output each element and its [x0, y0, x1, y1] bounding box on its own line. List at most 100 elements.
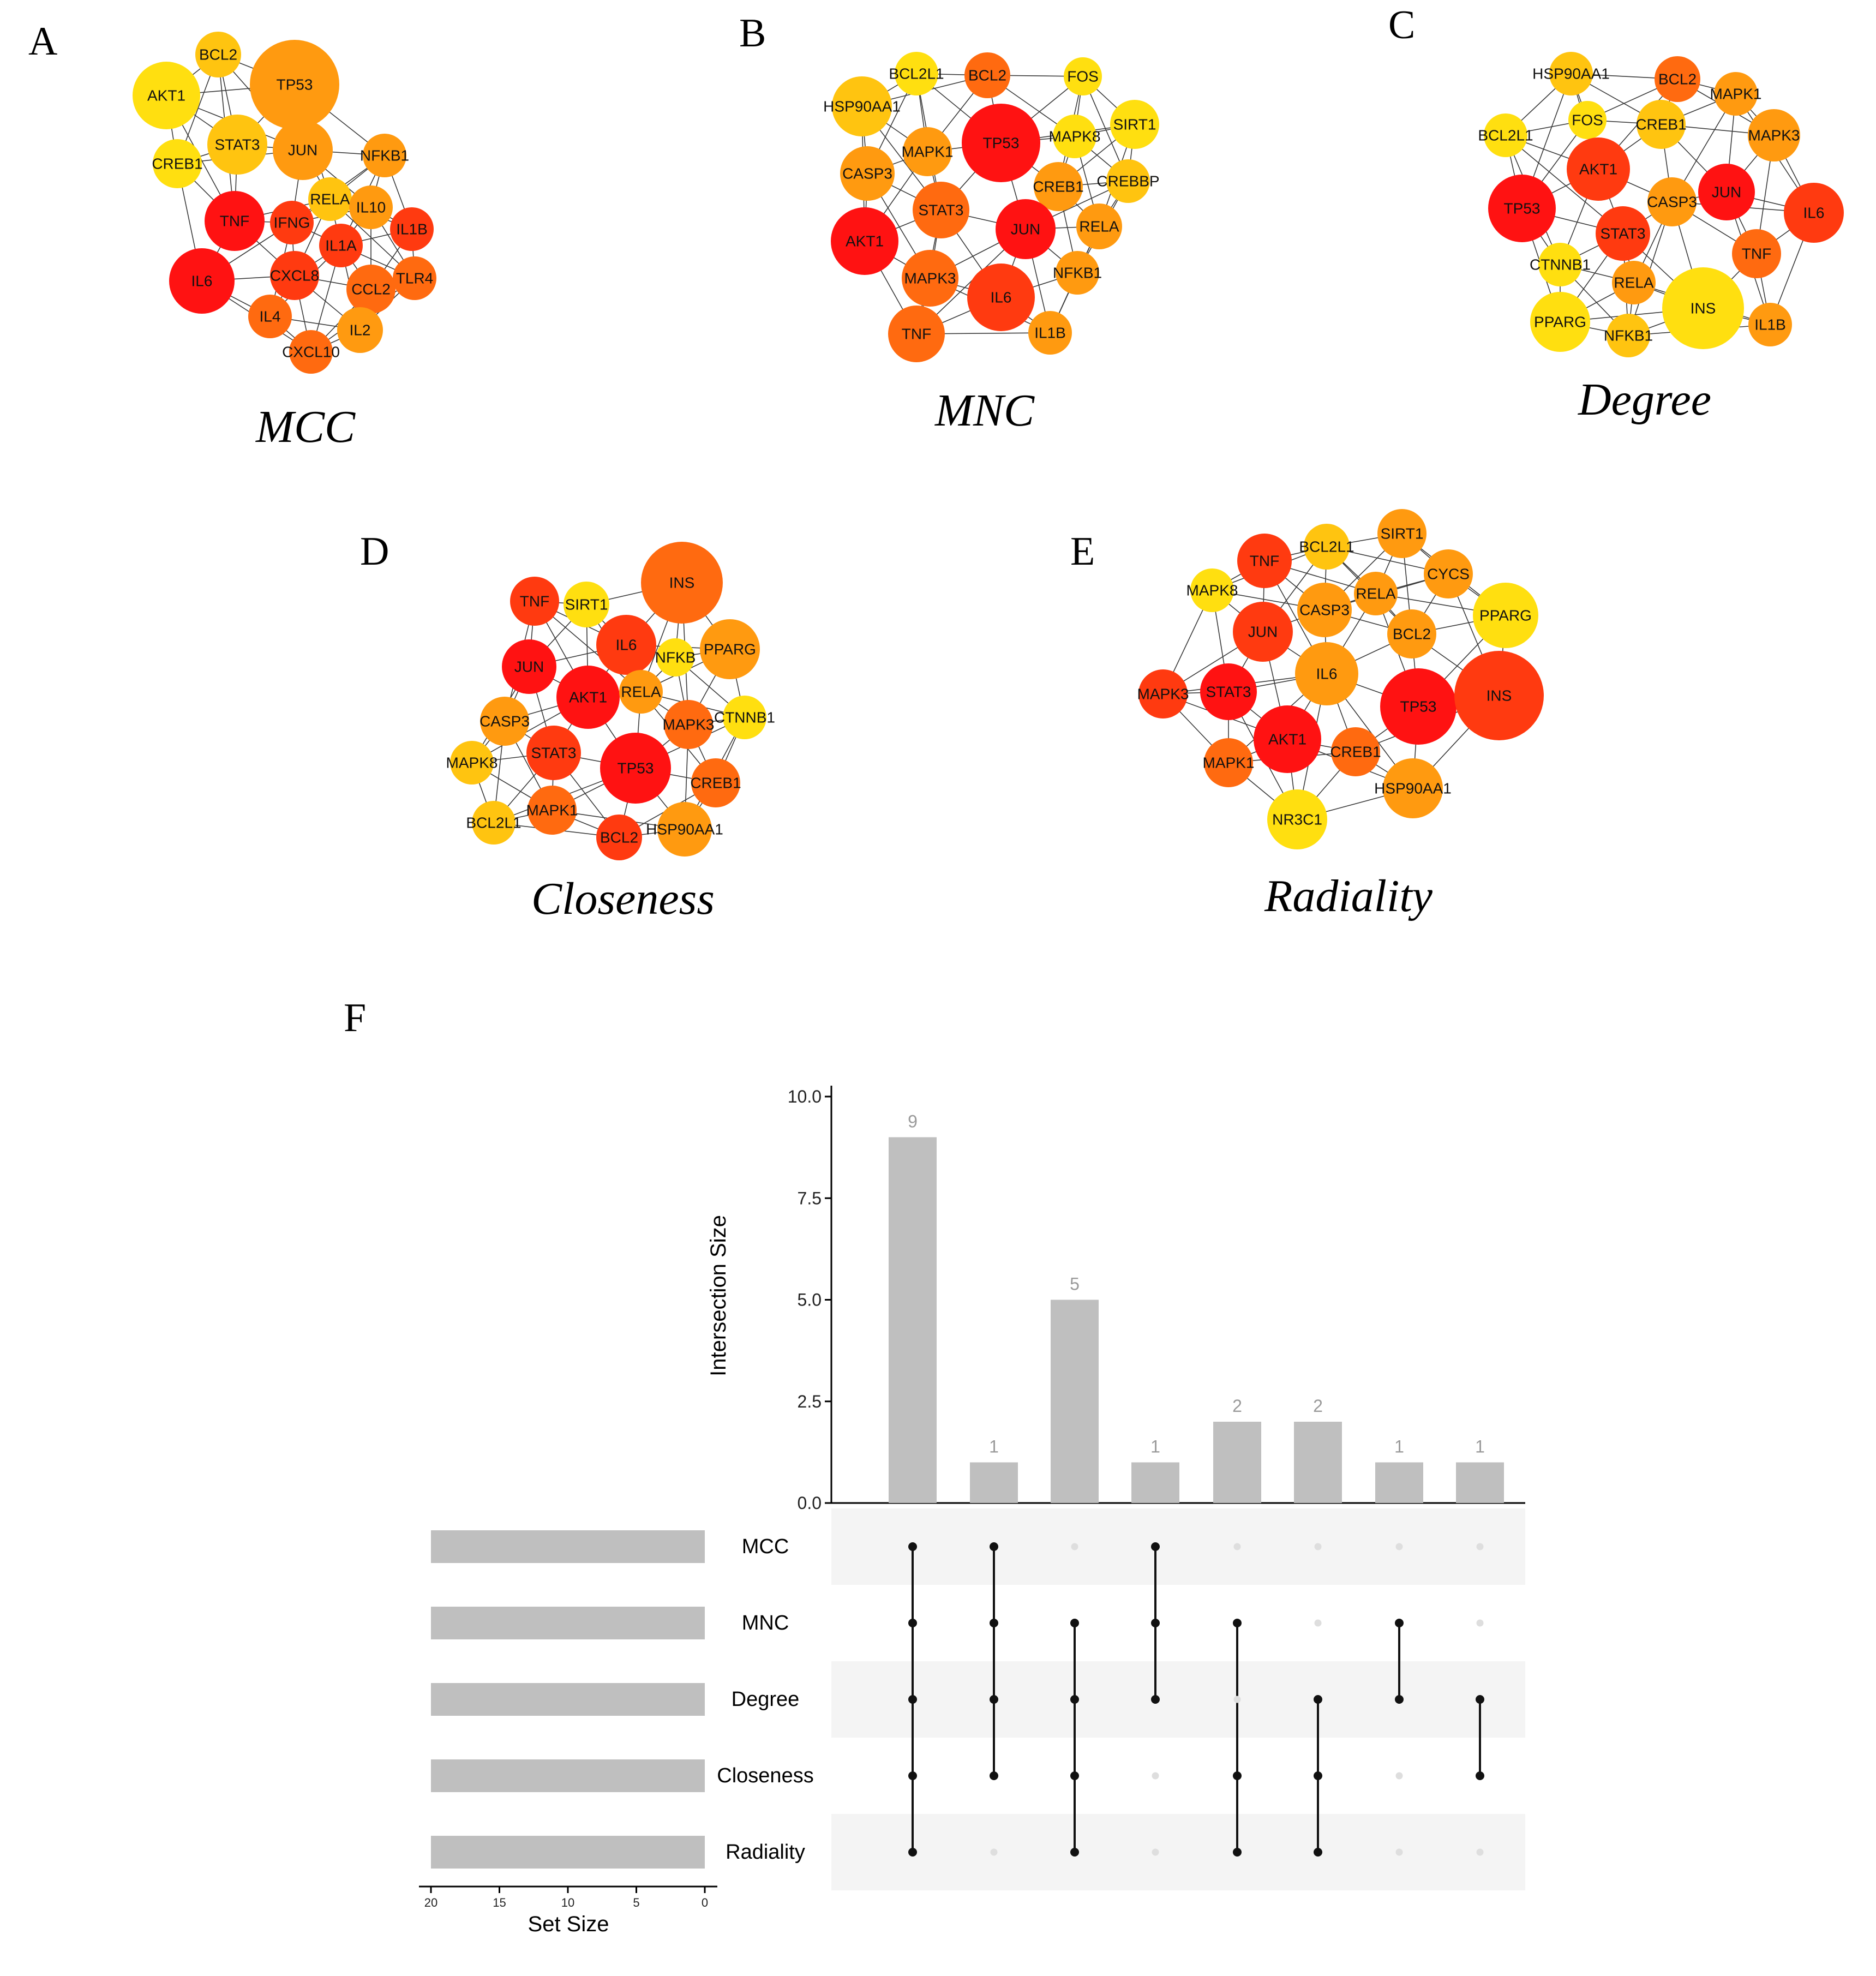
matrix-dot-mnc: [1233, 1619, 1242, 1627]
node-label-tp53: TP53: [277, 76, 313, 93]
node-il1b: [1028, 311, 1072, 355]
node-tp53: [1380, 668, 1457, 745]
node-creb1: [153, 139, 202, 188]
node-label-ins: INS: [1487, 687, 1512, 704]
node-label-stat3: STAT3: [919, 202, 964, 219]
node-label-ccl2: CCL2: [351, 281, 391, 298]
node-label-rela: RELA: [1356, 585, 1395, 602]
node-tlr4: [393, 256, 436, 300]
node-rela: [1612, 261, 1656, 304]
intersection-bar-label: 2: [1232, 1396, 1242, 1416]
matrix-dot-closeness: [1070, 1771, 1079, 1780]
node-hsp90aa1: [832, 76, 892, 136]
matrix-dot-mnc: [1395, 1619, 1404, 1627]
intersection-bar-label: 1: [1150, 1437, 1160, 1457]
node-label-tnf: TNF: [220, 213, 249, 230]
node-rela: [1354, 572, 1398, 615]
node-pparg: [700, 619, 760, 679]
intersection-bar-label: 9: [908, 1112, 918, 1131]
node-stat3: [1200, 663, 1257, 720]
node-label-nfkb1: NFKB1: [1053, 265, 1102, 282]
panel-letter-b: B: [739, 11, 766, 56]
node-il1a: [319, 224, 363, 267]
node-nfkb1: [1607, 314, 1650, 357]
node-creb1: [1331, 727, 1380, 776]
panel-letter-d: D: [360, 529, 389, 574]
node-label-jun: JUN: [1712, 184, 1741, 201]
node-label-il4: IL4: [260, 308, 281, 325]
intersection-bar-label: 1: [1394, 1437, 1404, 1457]
matrix-dot-closeness: [1314, 1771, 1322, 1780]
set-name-closeness: Closeness: [717, 1764, 813, 1787]
node-label-stat3: STAT3: [531, 745, 577, 762]
network-title-degree: Degree: [1578, 374, 1711, 425]
node-tp53: [600, 733, 671, 804]
set-size-tick-label: 10: [561, 1896, 574, 1909]
node-tnf: [510, 577, 559, 626]
node-label-bcl2l1: BCL2L1: [1478, 127, 1533, 144]
node-label-crebbp: CREBBP: [1096, 173, 1159, 190]
node-label-creb1: CREB1: [1033, 178, 1083, 195]
node-stat3: [526, 726, 581, 780]
node-label-tnf: TNF: [902, 326, 931, 343]
node-label-mapk3: MAPK3: [1748, 127, 1800, 144]
intersection-bar-label: 1: [1475, 1437, 1485, 1457]
node-label-mapk8: MAPK8: [446, 755, 498, 771]
node-fos: [1568, 101, 1607, 139]
node-mapk1: [903, 127, 952, 176]
node-casp3: [840, 146, 895, 201]
node-ctnnb1: [1538, 243, 1582, 286]
intersection-bar: [1213, 1422, 1261, 1503]
node-bcl2: [1387, 609, 1436, 658]
node-il2: [337, 307, 383, 353]
node-label-mapk1: MAPK1: [902, 143, 954, 160]
set-size-bar-mnc: [431, 1607, 705, 1639]
node-mapk1: [528, 786, 577, 835]
node-label-il6: IL6: [1316, 666, 1338, 682]
set-size-bar-radiality: [431, 1836, 705, 1869]
node-sirt1: [1377, 509, 1427, 558]
node-label-il1b: IL1B: [1034, 325, 1066, 342]
panel-letter-f: F: [344, 996, 366, 1040]
node-label-il6: IL6: [191, 273, 213, 290]
matrix-dot-mcc: [1395, 1543, 1403, 1550]
node-mapk8: [450, 741, 494, 785]
node-label-pparg: PPARG: [1534, 314, 1586, 331]
node-label-ins: INS: [1691, 300, 1716, 317]
node-sirt1: [564, 582, 609, 627]
matrix-dot-radiality: [908, 1848, 917, 1857]
node-stat3: [1596, 206, 1650, 261]
node-label-nr3c1: NR3C1: [1272, 811, 1322, 828]
intersection-bar: [1294, 1422, 1342, 1503]
node-label-cxcl10: CXCL10: [282, 344, 340, 361]
node-label-il10: IL10: [356, 199, 386, 216]
node-il6: [169, 248, 235, 314]
node-il6: [1784, 183, 1844, 243]
panel-letter-a: A: [28, 19, 57, 64]
node-ctnnb1: [723, 696, 766, 739]
node-bcl2: [596, 815, 642, 860]
node-il4: [248, 295, 292, 338]
node-mapk3: [902, 250, 958, 307]
node-label-mapk3: MAPK3: [663, 716, 715, 733]
node-label-creb1: CREB1: [1635, 116, 1686, 133]
matrix-dot-radiality: [1233, 1848, 1242, 1857]
node-mapk8: [1190, 568, 1234, 612]
node-hsp90aa1: [1383, 758, 1443, 818]
node-jun: [1233, 602, 1293, 662]
intersection-bar: [1131, 1462, 1179, 1503]
matrix-dot-mcc: [1476, 1543, 1484, 1550]
matrix-dot-closeness: [1152, 1772, 1159, 1780]
matrix-dot-radiality: [1152, 1848, 1159, 1856]
node-label-bcl2: BCL2: [1658, 71, 1697, 88]
node-bcl2l1: [895, 52, 938, 95]
node-label-tnf: TNF: [1250, 553, 1279, 570]
y-tick-label: 5.0: [798, 1290, 822, 1310]
node-label-il1b: IL1B: [396, 221, 428, 238]
node-il6: [967, 264, 1035, 331]
node-label-tp53: TP53: [618, 760, 654, 777]
y-tick-label: 7.5: [798, 1188, 822, 1208]
node-bcl2l1: [1304, 524, 1350, 570]
node-label-sirt1: SIRT1: [1381, 525, 1424, 542]
node-label-bcl2l1: BCL2L1: [466, 815, 521, 831]
